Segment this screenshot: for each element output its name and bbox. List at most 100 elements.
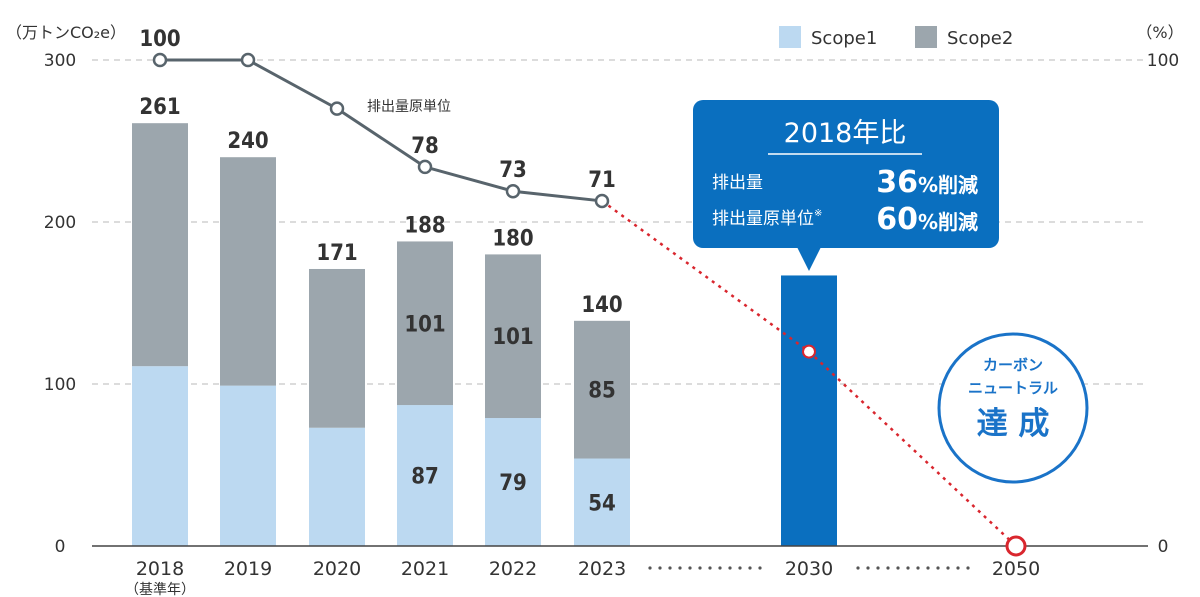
- intensity-label-2021: 78: [411, 134, 439, 159]
- left-tick-label: 300: [44, 51, 76, 71]
- axis-break-dots: [856, 566, 860, 570]
- bar-scope1-2020: [309, 427, 365, 546]
- left-tick-label: 100: [44, 375, 76, 395]
- callout-pointer: [797, 247, 821, 271]
- bar-label-scope1-2022: 79: [499, 471, 527, 496]
- axis-break-dots: [748, 566, 752, 570]
- axis-break-dots: [966, 566, 970, 570]
- callout-row2-value: 60%削減: [876, 202, 978, 237]
- bar-scope2-2021: [397, 241, 453, 406]
- bar-total-2019: 240: [227, 129, 268, 154]
- x-tick-label-2020: 2020: [313, 558, 361, 580]
- bar-scope2-2020: [309, 268, 365, 428]
- axis-break-dots: [718, 566, 722, 570]
- intensity-marker-2022: [505, 183, 521, 199]
- x-tick-label-2022: 2022: [489, 558, 537, 580]
- axis-break-dots: [876, 566, 880, 570]
- callout-row1-label: 排出量: [712, 173, 763, 193]
- axis-break-dots: [728, 566, 732, 570]
- carbon-neutral-circle: [937, 332, 1089, 484]
- intensity-marker-2021: [417, 159, 433, 175]
- intensity-line: [160, 58, 603, 203]
- bar-total-2021: 188: [404, 213, 445, 238]
- bar-total-2018: 261: [139, 95, 180, 120]
- x-tick-label-2023: 2023: [578, 558, 626, 580]
- axis-break-dots: [688, 566, 692, 570]
- intensity-marker-2019: [240, 52, 256, 68]
- axis-break-dots: [936, 566, 940, 570]
- intensity-label-2018: 100: [139, 27, 180, 52]
- axis-break-dots: [698, 566, 702, 570]
- bar-label-scope1-2021: 87: [411, 465, 439, 490]
- bar-scope2-2023: [574, 320, 630, 459]
- callout-row1-value: 36%削減: [876, 165, 978, 200]
- right-tick-label: 100: [1147, 51, 1179, 71]
- projection-marker-2030: [802, 344, 816, 359]
- x-tick-note-2018: （基準年）: [125, 581, 195, 597]
- axis-break-dots: [738, 566, 742, 570]
- x-tick-label-2021: 2021: [401, 558, 449, 580]
- axis-break-dots: [946, 566, 950, 570]
- bar-scope1-2019: [220, 385, 276, 546]
- left-axis-unit: （万トンCO₂e）: [6, 23, 126, 42]
- bar-scope1-2021: [397, 405, 453, 546]
- axis-break-dots: [668, 566, 672, 570]
- bar-label-scope2-2023: 85: [588, 379, 616, 404]
- axis-break-dots: [708, 566, 712, 570]
- bar-total-2022: 180: [492, 226, 533, 251]
- bar-total-2020: 171: [316, 241, 357, 266]
- intensity-marker-2023: [594, 193, 610, 209]
- lines: [152, 52, 1027, 557]
- legend-swatch-scope1: [779, 26, 801, 48]
- x-tick-label-2018: 2018: [136, 558, 184, 580]
- callout-box: 2018年比 排出量 36%削減 排出量原単位※ 60%削減: [693, 100, 999, 271]
- carbon-neutral-line2: ニュートラル: [968, 379, 1058, 397]
- bar-target-2030: [781, 275, 837, 546]
- callout-row2-label: 排出量原単位※: [712, 208, 822, 229]
- legend: Scope1 Scope2: [779, 26, 1013, 49]
- legend-label-scope2: Scope2: [947, 28, 1013, 49]
- bar-scope1-2022: [485, 418, 541, 546]
- axis-break-dots: [886, 566, 890, 570]
- x-tick-label-2030: 2030: [785, 558, 833, 580]
- intensity-marker-2020: [329, 101, 345, 116]
- carbon-neutral-badge: カーボン ニュートラル 達 成: [937, 332, 1089, 484]
- bar-scope1-2023: [574, 458, 630, 546]
- axis-break-dots: [648, 566, 652, 570]
- bar-label-scope1-2023: 54: [588, 491, 616, 516]
- callout-title: 2018年比: [784, 118, 907, 149]
- bar-scope2-2018: [132, 123, 188, 367]
- bar-scope2-2022: [485, 254, 541, 419]
- bars: [132, 123, 837, 546]
- axis-break-dots: [906, 566, 910, 570]
- carbon-neutral-line3: 達 成: [977, 406, 1050, 442]
- x-tick-label-2019: 2019: [224, 558, 272, 580]
- callout-background: [693, 100, 999, 248]
- axis-break-dots: [866, 566, 870, 570]
- axis-break-dots: [916, 566, 920, 570]
- bar-scope1-2018: [132, 366, 188, 546]
- bar-total-2023: 140: [581, 293, 622, 318]
- legend-swatch-scope2: [915, 26, 937, 48]
- intensity-line-name: 排出量原単位: [367, 99, 451, 115]
- bar-scope2-2019: [220, 157, 276, 386]
- right-tick-label: 0: [1158, 537, 1169, 557]
- intensity-label-2023: 71: [588, 168, 616, 193]
- bar-label-scope2-2021: 101: [404, 312, 445, 337]
- bar-label-scope2-2022: 101: [492, 325, 533, 350]
- left-tick-label: 0: [55, 537, 66, 557]
- intensity-label-2022: 73: [499, 158, 527, 183]
- left-tick-label: 200: [44, 213, 76, 233]
- x-tick-label-2050: 2050: [992, 558, 1040, 580]
- axis-break-dots: [956, 566, 960, 570]
- axis-break-dots: [678, 566, 682, 570]
- axis-break-dots: [658, 566, 662, 570]
- projection-marker-2050: [1005, 535, 1027, 557]
- axis-break-dots: [896, 566, 900, 570]
- axis-break-dots: [758, 566, 762, 570]
- carbon-neutral-line1: カーボン: [983, 356, 1043, 374]
- labels: 0 100 200 300 0 100 261 240 171 87 101 188 79 101 180 5…: [44, 27, 1179, 597]
- intensity-marker-2018: [152, 52, 168, 68]
- right-axis-unit: （%）: [1136, 23, 1183, 42]
